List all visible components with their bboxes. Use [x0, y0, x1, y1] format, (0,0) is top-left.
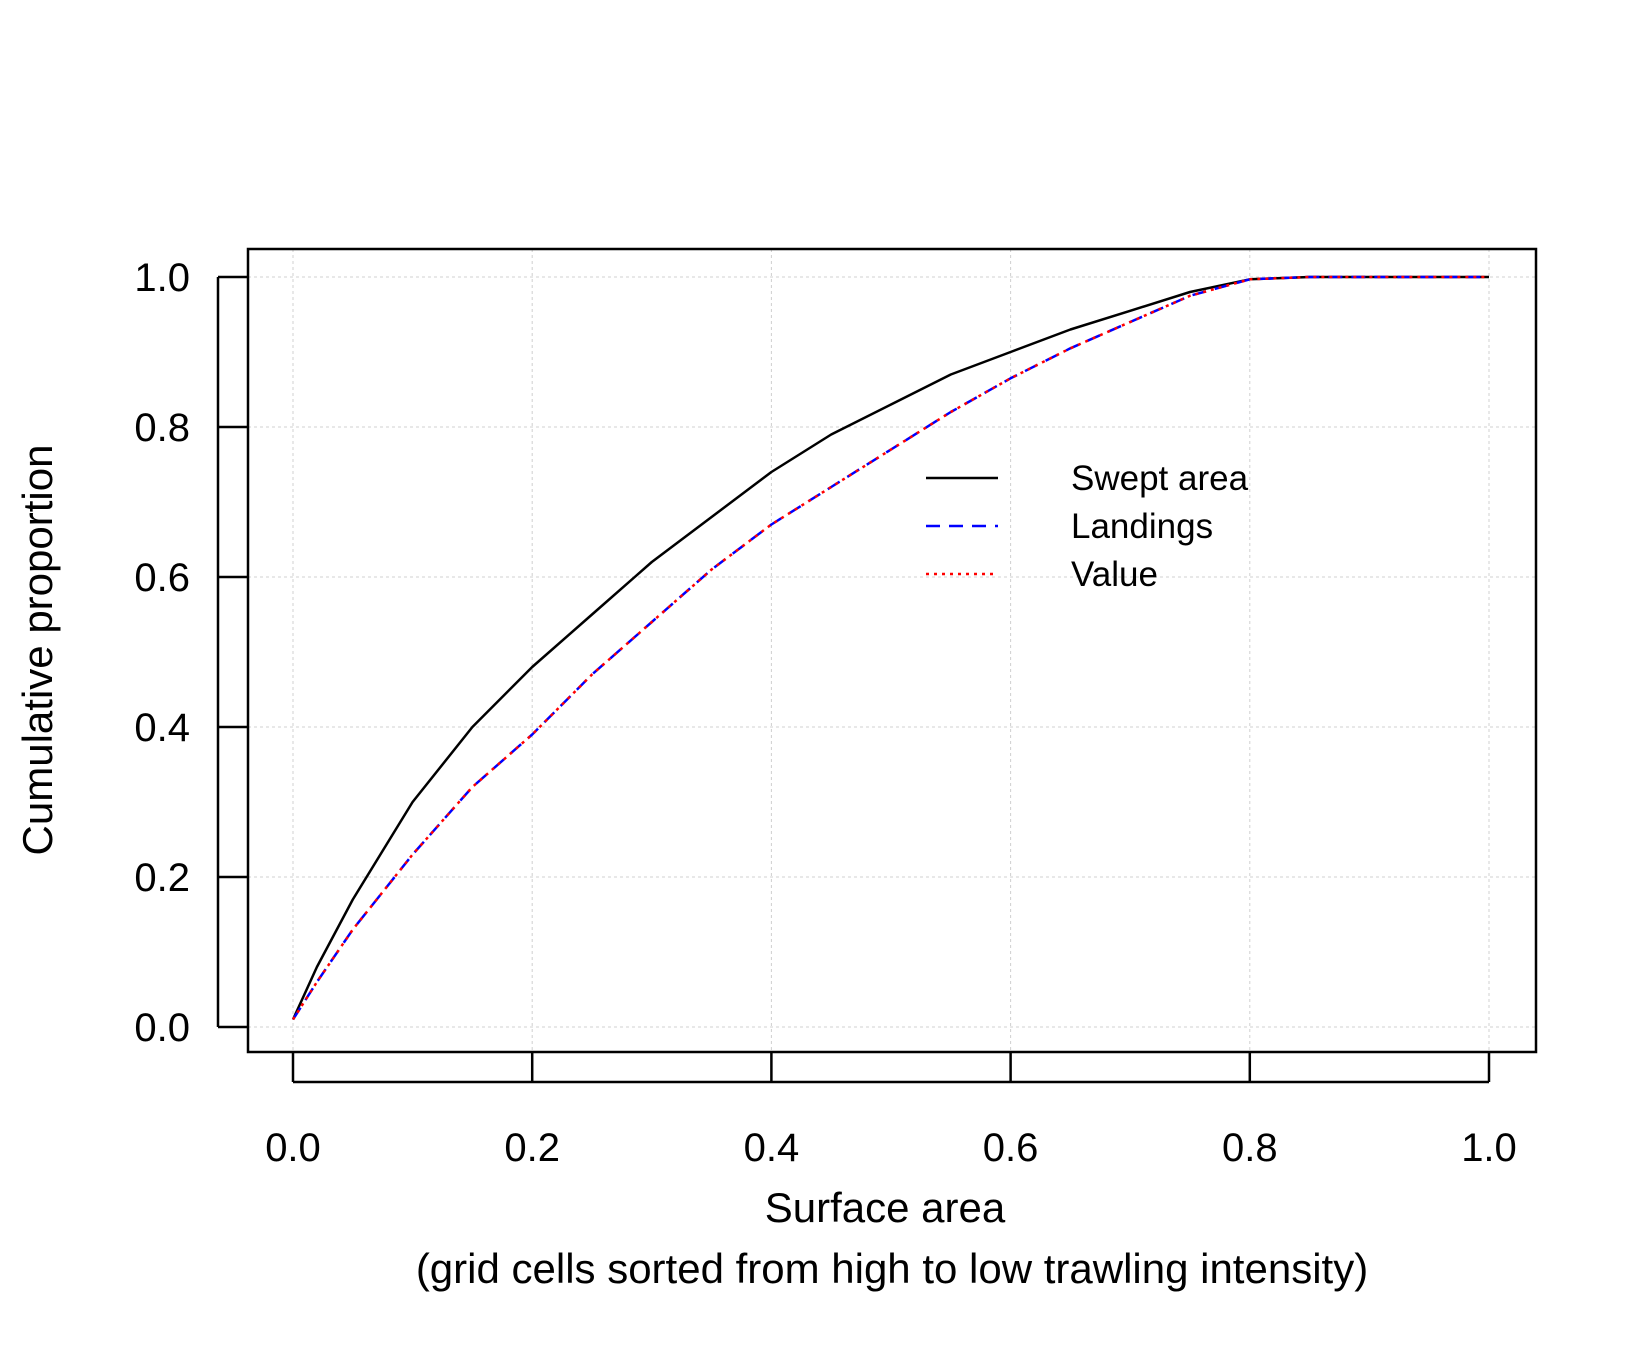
series-line-swept-area	[291, 275, 1489, 1021]
x-axis-subtitle: (grid cells sorted from high to low traw…	[416, 1245, 1368, 1292]
grid-lines	[248, 249, 1536, 1052]
legend-label: Landings	[1071, 507, 1213, 546]
series-lines	[291, 275, 1489, 1021]
x-tick-label: 0.0	[265, 1126, 321, 1170]
y-axis: 0.0 0.2 0.4 0.6 0.8 1.0	[134, 256, 248, 1050]
y-tick-label: 1.0	[134, 256, 190, 300]
x-axis: 0.0 0.2 0.4 0.6 0.8 1.0	[265, 1052, 1517, 1170]
legend-label: Swept area	[1071, 459, 1249, 498]
y-tick-label: 0.0	[134, 1006, 190, 1050]
x-tick-label: 1.0	[1461, 1126, 1517, 1170]
y-axis-title: Cumulative proportion	[14, 445, 61, 856]
x-tick-label: 0.6	[983, 1126, 1039, 1170]
x-axis-title: Surface area	[765, 1184, 1006, 1231]
y-tick-label: 0.2	[134, 856, 190, 900]
y-tick-label: 0.6	[134, 556, 190, 600]
legend-label: Value	[1071, 555, 1158, 594]
x-tick-label: 0.2	[504, 1126, 560, 1170]
series-line-landings	[291, 275, 1489, 1021]
plot-frame	[246, 247, 1538, 1054]
x-tick-label: 0.8	[1222, 1126, 1278, 1170]
y-tick-label: 0.8	[134, 406, 190, 450]
legend: Swept area Landings Value	[926, 459, 1249, 594]
x-tick-label: 0.4	[744, 1126, 800, 1170]
series-line-value	[291, 275, 1489, 1021]
y-tick-label: 0.4	[134, 706, 190, 750]
